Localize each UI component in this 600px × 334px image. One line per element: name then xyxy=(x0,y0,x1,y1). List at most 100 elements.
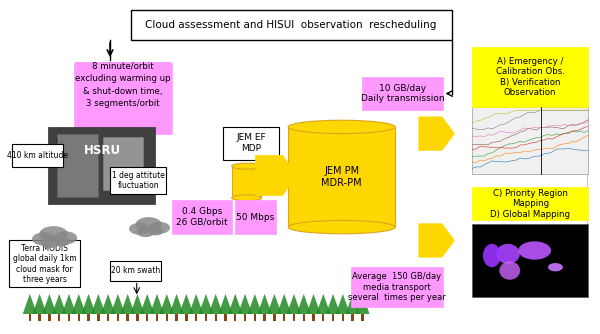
Text: Average  150 GB/day
media transport
several  times per year: Average 150 GB/day media transport sever… xyxy=(348,272,445,302)
Polygon shape xyxy=(111,294,125,314)
Polygon shape xyxy=(62,294,76,314)
Bar xyxy=(361,314,364,321)
FancyBboxPatch shape xyxy=(472,187,588,220)
Polygon shape xyxy=(101,294,115,314)
Polygon shape xyxy=(160,294,174,314)
Polygon shape xyxy=(179,294,193,314)
Bar xyxy=(232,166,262,198)
FancyBboxPatch shape xyxy=(362,77,443,110)
Bar xyxy=(38,314,41,321)
Polygon shape xyxy=(257,294,272,314)
Bar xyxy=(224,314,227,321)
Polygon shape xyxy=(287,294,301,314)
FancyBboxPatch shape xyxy=(350,267,443,307)
Bar xyxy=(332,314,334,321)
Bar xyxy=(127,314,129,321)
Text: 410 km altitude: 410 km altitude xyxy=(7,151,68,160)
Circle shape xyxy=(53,231,77,244)
Bar xyxy=(254,314,256,321)
Bar xyxy=(156,314,158,321)
Bar xyxy=(146,314,148,321)
FancyBboxPatch shape xyxy=(110,261,161,281)
Text: 3 segments/orbit: 3 segments/orbit xyxy=(86,97,160,106)
Bar xyxy=(322,314,325,321)
Circle shape xyxy=(39,226,68,242)
Text: Terra MODIS
global daily 1km
cloud mask for
three years: Terra MODIS global daily 1km cloud mask … xyxy=(13,244,77,284)
Circle shape xyxy=(53,237,70,246)
Ellipse shape xyxy=(288,120,395,134)
Polygon shape xyxy=(52,294,67,314)
FancyBboxPatch shape xyxy=(223,127,279,160)
Polygon shape xyxy=(419,117,454,150)
Polygon shape xyxy=(307,294,320,314)
Bar xyxy=(273,314,275,321)
Ellipse shape xyxy=(483,244,501,267)
Polygon shape xyxy=(316,294,331,314)
Polygon shape xyxy=(248,294,262,314)
Text: & shut-down time,: & shut-down time, xyxy=(83,87,163,95)
Polygon shape xyxy=(336,294,350,314)
Bar xyxy=(77,314,80,321)
Bar xyxy=(29,314,31,321)
Text: JEM EF
MDP: JEM EF MDP xyxy=(236,133,266,153)
FancyBboxPatch shape xyxy=(472,47,588,107)
Bar xyxy=(302,314,305,321)
Text: 50 Mbps: 50 Mbps xyxy=(236,213,275,221)
Bar xyxy=(116,314,119,321)
Polygon shape xyxy=(169,294,184,314)
Circle shape xyxy=(148,227,163,235)
Text: 0.4 Gbps
26 GB/orbit: 0.4 Gbps 26 GB/orbit xyxy=(176,207,228,227)
Ellipse shape xyxy=(288,220,395,234)
Bar xyxy=(341,314,344,321)
Text: Cloud assessment and HISUI  observation  rescheduling: Cloud assessment and HISUI observation r… xyxy=(145,20,437,30)
Text: 3 segments/orbit: 3 segments/orbit xyxy=(86,97,160,106)
FancyBboxPatch shape xyxy=(12,144,62,167)
FancyBboxPatch shape xyxy=(472,107,588,174)
Polygon shape xyxy=(355,294,370,314)
Bar xyxy=(263,314,266,321)
Circle shape xyxy=(41,237,60,248)
Polygon shape xyxy=(209,294,223,314)
Bar xyxy=(244,314,246,321)
Polygon shape xyxy=(42,294,56,314)
Bar xyxy=(136,314,139,321)
FancyBboxPatch shape xyxy=(472,224,588,297)
Bar xyxy=(48,314,50,321)
FancyBboxPatch shape xyxy=(47,127,155,204)
Bar xyxy=(97,314,100,321)
Ellipse shape xyxy=(496,244,520,264)
Text: 8 minute/orbit
excluding warming up
& shut-down time,
3 segments/orbit: 8 minute/orbit excluding warming up & sh… xyxy=(75,62,171,109)
FancyBboxPatch shape xyxy=(235,200,277,234)
Bar xyxy=(293,314,295,321)
Polygon shape xyxy=(326,294,340,314)
Polygon shape xyxy=(199,294,213,314)
Text: HSRU: HSRU xyxy=(84,144,121,157)
Bar xyxy=(175,314,178,321)
Text: C) Priority Region
Mapping
D) Global Mapping: C) Priority Region Mapping D) Global Map… xyxy=(490,189,570,219)
Bar xyxy=(195,314,197,321)
Text: 8 minute/orbit: 8 minute/orbit xyxy=(92,65,154,73)
Circle shape xyxy=(32,232,56,245)
Bar xyxy=(283,314,286,321)
Circle shape xyxy=(136,217,161,232)
Circle shape xyxy=(149,222,170,234)
Bar xyxy=(88,314,90,321)
Bar xyxy=(288,127,395,227)
Polygon shape xyxy=(82,294,95,314)
FancyBboxPatch shape xyxy=(131,10,452,40)
Ellipse shape xyxy=(232,163,262,169)
Ellipse shape xyxy=(518,241,551,260)
Polygon shape xyxy=(71,294,86,314)
Bar xyxy=(107,314,109,321)
FancyBboxPatch shape xyxy=(56,134,98,197)
Polygon shape xyxy=(218,294,233,314)
Bar xyxy=(313,314,315,321)
Polygon shape xyxy=(121,294,135,314)
Bar xyxy=(234,314,236,321)
Polygon shape xyxy=(228,294,242,314)
Circle shape xyxy=(129,223,151,235)
Circle shape xyxy=(137,227,155,237)
Polygon shape xyxy=(277,294,292,314)
Bar xyxy=(205,314,207,321)
FancyBboxPatch shape xyxy=(9,240,80,287)
